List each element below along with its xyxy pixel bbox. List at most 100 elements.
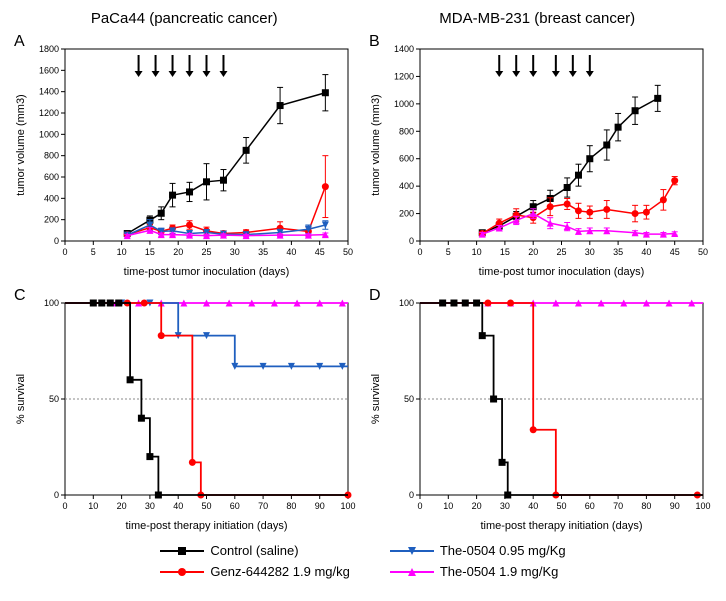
svg-text:10: 10	[117, 247, 127, 257]
svg-text:90: 90	[315, 501, 325, 511]
panel-label-a: A	[14, 33, 25, 51]
svg-text:50: 50	[698, 247, 708, 257]
column-titles: PaCa44 (pancreatic cancer) MDA-MB-231 (b…	[10, 10, 716, 27]
svg-text:5: 5	[91, 247, 96, 257]
svg-text:0: 0	[62, 501, 67, 511]
svg-text:time-post tumor inoculation (d: time-post tumor inoculation (days)	[479, 266, 645, 278]
svg-text:60: 60	[230, 501, 240, 511]
svg-text:25: 25	[201, 247, 211, 257]
title-right: MDA-MB-231 (breast cancer)	[439, 10, 635, 27]
svg-text:0: 0	[62, 247, 67, 257]
panel-b: B 0 5 10 15 20 25 30 35 40 45 50 0 200 400 600 800 1000 1…	[365, 31, 716, 281]
chart-a: 0510152025303540455002004006008001000120…	[10, 31, 360, 281]
svg-text:90: 90	[670, 501, 680, 511]
svg-text:50: 50	[556, 501, 566, 511]
svg-text:40: 40	[286, 247, 296, 257]
svg-text:15: 15	[500, 247, 510, 257]
svg-text:35: 35	[613, 247, 623, 257]
svg-text:80: 80	[286, 501, 296, 511]
chart-d: 0102030405060708090100050100time-post th…	[365, 285, 715, 535]
panel-label-b: B	[369, 33, 380, 51]
svg-text:0: 0	[54, 236, 59, 246]
svg-text:400: 400	[44, 193, 59, 203]
legend-label-the19: The-0504 1.9 mg/Kg	[440, 564, 559, 579]
svg-text:% survival: % survival	[370, 374, 382, 424]
legend-item-the095: The-0504 0.95 mg/Kg	[390, 543, 566, 558]
legend-col-left: Control (saline) Genz-644282 1.9 mg/kg	[160, 543, 349, 579]
svg-text:100: 100	[399, 298, 414, 308]
svg-text:800: 800	[399, 126, 414, 136]
svg-text:1200: 1200	[39, 108, 59, 118]
svg-text:45: 45	[315, 247, 325, 257]
svg-text:30: 30	[230, 247, 240, 257]
svg-text:40: 40	[641, 247, 651, 257]
svg-text:30: 30	[585, 247, 595, 257]
panel-label-c: C	[14, 287, 26, 305]
svg-text:% survival: % survival	[15, 374, 27, 424]
panel-c: C 0 10 20 30 40 50 60 70 80 90 100 0 50 100 time-post …	[10, 285, 361, 535]
svg-text:20: 20	[173, 247, 183, 257]
svg-text:1000: 1000	[39, 129, 59, 139]
svg-text:200: 200	[44, 215, 59, 225]
panel-label-d: D	[369, 287, 381, 305]
svg-text:10: 10	[88, 501, 98, 511]
svg-text:45: 45	[670, 247, 680, 257]
svg-text:50: 50	[49, 394, 59, 404]
svg-text:50: 50	[404, 394, 414, 404]
legend-item-control: Control (saline)	[160, 543, 349, 558]
legend-label-genz: Genz-644282 1.9 mg/kg	[210, 564, 349, 579]
svg-text:0: 0	[417, 247, 422, 257]
panel-a: A 05101520253035404550020040060080010001…	[10, 31, 361, 281]
legend-item-genz: Genz-644282 1.9 mg/kg	[160, 564, 349, 579]
svg-text:70: 70	[613, 501, 623, 511]
svg-text:1400: 1400	[394, 44, 414, 54]
svg-text:0: 0	[54, 490, 59, 500]
legend: Control (saline) Genz-644282 1.9 mg/kg T…	[10, 543, 716, 579]
svg-text:600: 600	[44, 172, 59, 182]
svg-text:1600: 1600	[39, 65, 59, 75]
svg-text:80: 80	[641, 501, 651, 511]
svg-text:400: 400	[399, 181, 414, 191]
svg-text:30: 30	[145, 501, 155, 511]
svg-text:1800: 1800	[39, 44, 59, 54]
svg-text:10: 10	[472, 247, 482, 257]
svg-text:0: 0	[409, 490, 414, 500]
svg-text:10: 10	[443, 501, 453, 511]
svg-text:50: 50	[343, 247, 353, 257]
legend-item-the19: The-0504 1.9 mg/Kg	[390, 564, 566, 579]
panel-d: D 0102030405060708090100050100time-post …	[365, 285, 716, 535]
legend-col-right: The-0504 0.95 mg/Kg The-0504 1.9 mg/Kg	[390, 543, 566, 579]
svg-text:40: 40	[173, 501, 183, 511]
svg-text:50: 50	[201, 501, 211, 511]
svg-text:20: 20	[117, 501, 127, 511]
svg-text:100: 100	[340, 501, 355, 511]
svg-text:1200: 1200	[394, 71, 414, 81]
svg-text:100: 100	[695, 501, 710, 511]
svg-text:25: 25	[556, 247, 566, 257]
svg-text:time-post therapy initiation (: time-post therapy initiation (days)	[125, 520, 287, 532]
svg-text:1000: 1000	[394, 99, 414, 109]
svg-text:time-post tumor inoculation (d: time-post tumor inoculation (days)	[124, 266, 290, 278]
svg-text:100: 100	[44, 298, 59, 308]
chart-b: 0 5 10 15 20 25 30 35 40 45 50 0 200 400 600 800 1000 120…	[365, 31, 715, 281]
svg-text:20: 20	[528, 247, 538, 257]
svg-text:tumor volume (mm3): tumor volume (mm3)	[370, 94, 382, 195]
svg-text:200: 200	[399, 209, 414, 219]
svg-text:40: 40	[528, 501, 538, 511]
svg-text:5: 5	[446, 247, 451, 257]
legend-label-control: Control (saline)	[210, 543, 298, 558]
svg-text:35: 35	[258, 247, 268, 257]
svg-text:20: 20	[472, 501, 482, 511]
legend-label-the095: The-0504 0.95 mg/Kg	[440, 543, 566, 558]
svg-text:60: 60	[585, 501, 595, 511]
svg-text:600: 600	[399, 154, 414, 164]
svg-text:tumor volume (mm3): tumor volume (mm3)	[15, 94, 27, 195]
chart-c: 0 10 20 30 40 50 60 70 80 90 100 0 50 100 time-post th…	[10, 285, 360, 535]
svg-text:0: 0	[417, 501, 422, 511]
svg-text:0: 0	[409, 236, 414, 246]
svg-text:800: 800	[44, 151, 59, 161]
svg-text:1400: 1400	[39, 87, 59, 97]
svg-text:70: 70	[258, 501, 268, 511]
svg-text:30: 30	[500, 501, 510, 511]
title-left: PaCa44 (pancreatic cancer)	[91, 10, 278, 27]
